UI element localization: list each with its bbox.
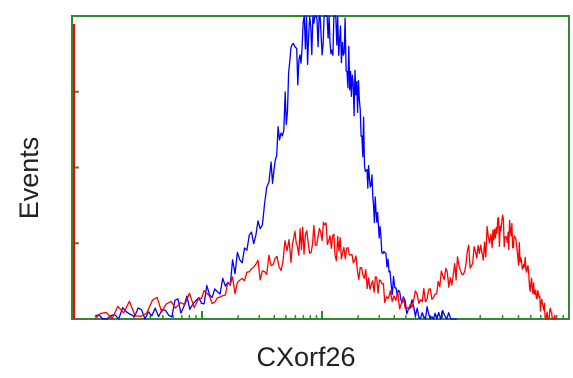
y-axis-label: Events (14, 137, 44, 220)
plot-frame (71, 15, 570, 320)
series-line-red (94, 214, 557, 320)
series-line-blue (94, 15, 457, 320)
series-layer (73, 15, 557, 320)
x-axis-label: CXorf26 (256, 342, 355, 372)
